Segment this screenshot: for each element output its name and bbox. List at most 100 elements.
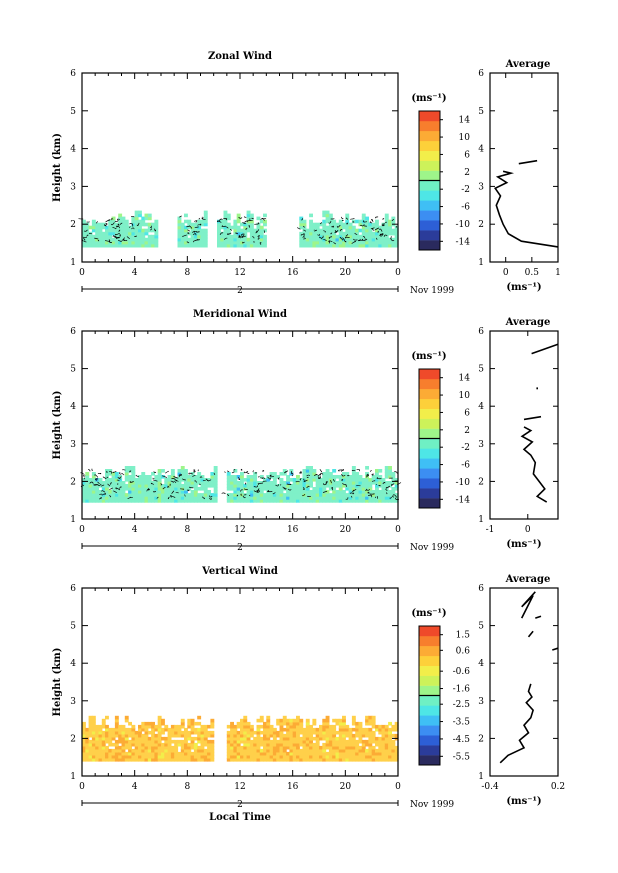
heatmap-cell <box>322 240 327 245</box>
heatmap-cell <box>151 745 155 750</box>
heatmap-cell <box>226 733 231 738</box>
heatmap-cell <box>85 478 90 482</box>
heatmap-cell <box>230 478 234 482</box>
heatmap-cell <box>88 727 93 732</box>
heatmap-cell <box>213 469 218 473</box>
heatmap-cell <box>384 487 389 491</box>
heatmap-cell <box>85 234 90 239</box>
heatmap-cell <box>190 231 195 236</box>
contour-line <box>243 488 248 490</box>
heatmap-cell <box>180 721 185 726</box>
heatmap-cell <box>282 736 287 741</box>
heatmap-cell <box>111 219 116 224</box>
heatmap-cell <box>276 742 281 747</box>
heatmap-cell <box>325 715 330 720</box>
heatmap-cell <box>170 730 175 735</box>
heatmap-cell <box>315 745 320 750</box>
heatmap-cell <box>82 478 86 482</box>
heatmap-cell <box>197 228 202 233</box>
heatmap-cell <box>371 715 376 720</box>
day-label: 2 <box>237 800 243 810</box>
heatmap-cell <box>134 758 139 762</box>
heatmap-cell <box>187 487 192 491</box>
heatmap-cell <box>263 478 267 482</box>
heatmap-cell <box>98 745 103 750</box>
heatmap-cell <box>388 243 392 248</box>
heatmap-cell <box>272 475 277 479</box>
heatmap-cell <box>141 484 146 488</box>
heatmap-cell <box>365 466 369 470</box>
colorbar-swatch <box>419 120 440 132</box>
heatmap-cell <box>388 733 392 738</box>
heatmap-cell <box>269 745 274 750</box>
heatmap-cell <box>309 742 313 747</box>
heatmap-cell <box>154 475 159 479</box>
heatmap-cell <box>325 231 330 236</box>
heatmap-cell <box>388 493 392 497</box>
heatmap-cell <box>345 243 350 248</box>
heatmap-cell <box>322 228 327 233</box>
heatmap-cell <box>276 745 281 750</box>
heatmap-cell <box>207 751 211 756</box>
y-tick-label: 4 <box>70 145 76 155</box>
heatmap-cell <box>381 225 386 230</box>
heatmap-cell <box>200 745 205 750</box>
x-tick-label: 0 <box>395 782 401 792</box>
heatmap-cell <box>240 721 244 726</box>
heatmap-cell <box>118 724 123 729</box>
colorbar-swatch <box>419 715 440 726</box>
heatmap-cell <box>378 736 383 741</box>
heatmap-cell <box>266 718 271 723</box>
heatmap-cell <box>124 754 129 759</box>
heatmap-cell <box>365 478 369 482</box>
heatmap-cell <box>322 219 327 224</box>
heatmap-cell <box>388 231 392 236</box>
contour-line <box>193 240 195 243</box>
heatmap-cell <box>384 484 389 488</box>
y-tick-label: 3 <box>70 182 76 192</box>
heatmap-cell <box>365 499 369 503</box>
heatmap-cell <box>147 736 152 741</box>
heatmap-cell <box>128 758 132 762</box>
heatmap-cell <box>322 718 327 723</box>
heatmap-cell <box>338 724 343 729</box>
heatmap-cell <box>325 240 330 245</box>
heatmap-cell <box>151 490 155 494</box>
heatmap-cell <box>249 739 254 744</box>
heatmap-cell <box>138 499 142 503</box>
colorbar-swatch <box>419 626 440 637</box>
contour-line <box>369 221 373 224</box>
heatmap-cell <box>240 730 244 735</box>
heatmap-cell <box>358 496 363 500</box>
heatmap-cell <box>223 243 228 248</box>
heatmap-cell <box>203 478 208 482</box>
heatmap-cell <box>289 736 294 741</box>
heatmap-cell <box>282 469 287 473</box>
heatmap-cell <box>361 231 366 236</box>
heatmap-cell <box>286 745 290 750</box>
heatmap-cell <box>121 751 126 756</box>
heatmap-cell <box>375 472 379 476</box>
heatmap-cell <box>240 745 244 750</box>
heatmap-cell <box>286 496 290 500</box>
heatmap-cell <box>210 481 215 485</box>
heatmap-cell <box>332 733 337 738</box>
contour-line <box>282 486 287 490</box>
contour-line <box>382 217 385 220</box>
heatmap-cell <box>111 490 116 494</box>
heatmap-cell <box>230 736 234 741</box>
heatmap-cell <box>82 240 86 245</box>
heatmap-cell <box>345 733 350 738</box>
heatmap-cell <box>141 751 146 756</box>
heatmap-cell <box>184 243 188 248</box>
heatmap-cell <box>82 237 86 242</box>
heatmap-cell <box>328 739 333 744</box>
average-profile-line <box>499 683 534 764</box>
heatmap-cell <box>296 754 300 759</box>
average-title: Average <box>505 59 551 70</box>
heatmap-cell <box>161 490 165 494</box>
y-tick-label: 5 <box>70 365 76 375</box>
heatmap-cell <box>361 243 366 248</box>
heatmap-cell <box>256 730 261 735</box>
